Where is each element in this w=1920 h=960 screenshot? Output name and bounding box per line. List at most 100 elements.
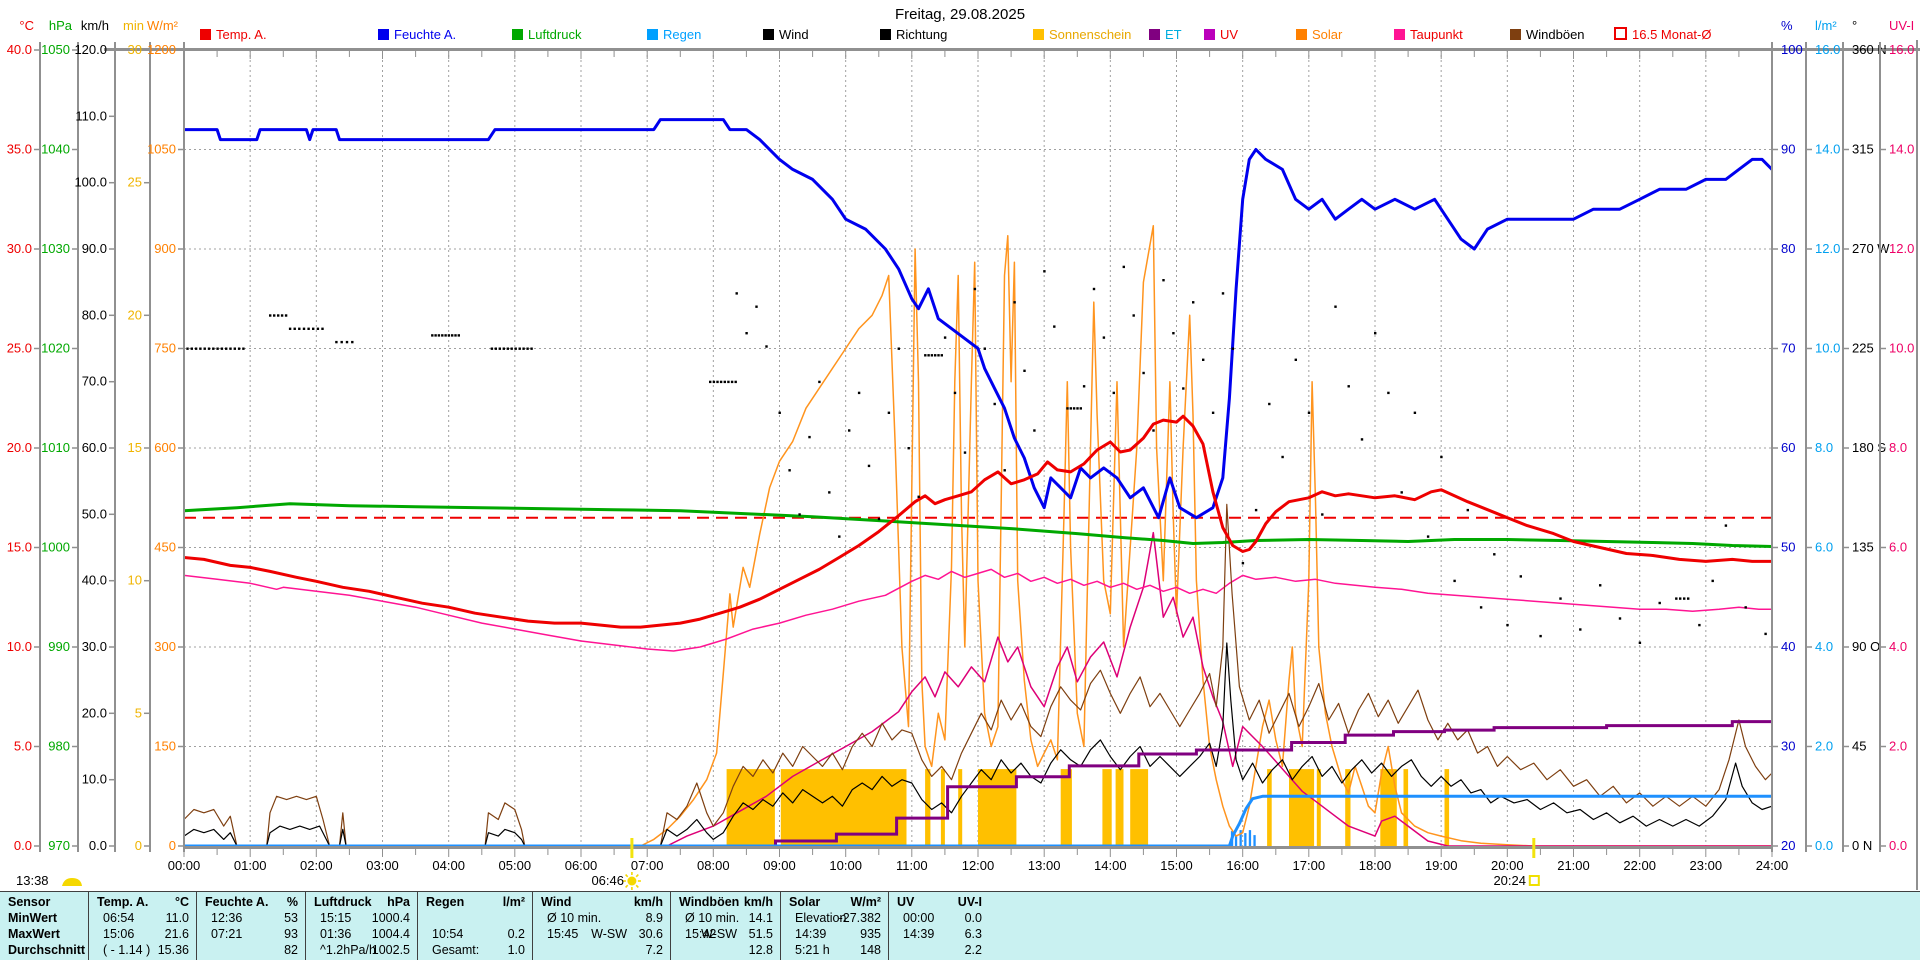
series-et	[184, 720, 1772, 848]
table-cell: 15:45	[547, 927, 579, 941]
table-column: Wind km/h Ø 10 min. 8.9 15:45 W-SW 30.6 7.2	[532, 892, 671, 960]
svg-text:90: 90	[1781, 142, 1795, 157]
axis-title: UV-I	[1889, 18, 1914, 33]
legend-label: Wind	[779, 27, 809, 42]
svg-text:0 N: 0 N	[1852, 838, 1872, 853]
time-label: 07:00	[631, 858, 664, 873]
svg-text:20: 20	[1781, 838, 1795, 853]
time-label: 00:00	[168, 858, 201, 873]
svg-text:0.0: 0.0	[14, 838, 32, 853]
table-column: Solar W/m² Elevation -27.382 14:39 935 5:21 h…	[780, 892, 889, 960]
legend-label: 16.5 Monat-Ø	[1632, 27, 1712, 42]
time-label: 13:00	[1028, 858, 1061, 873]
svg-text:60.0: 60.0	[82, 440, 107, 455]
legend-swatch-icon	[880, 29, 891, 40]
legend-item: Sonnenschein	[1033, 27, 1131, 42]
svg-text:15.0: 15.0	[7, 540, 32, 555]
time-label: 09:00	[763, 858, 796, 873]
legend-item: UV	[1204, 27, 1239, 42]
svg-text:30: 30	[1781, 739, 1795, 754]
table-col-header: Feuchte A.	[205, 895, 269, 909]
legend-label: Temp. A.	[216, 27, 267, 42]
table-cell: 14:39	[903, 927, 935, 941]
svg-text:135: 135	[1852, 540, 1874, 555]
table-cell: 5:21 h	[795, 943, 830, 957]
table-col-unit: UV-I	[957, 895, 982, 909]
time-label: 01:00	[234, 858, 267, 873]
svg-text:30.0: 30.0	[7, 241, 32, 256]
svg-text:70.0: 70.0	[82, 374, 107, 389]
time-label: 05:00	[499, 858, 532, 873]
svg-text:5: 5	[135, 705, 142, 720]
table-cell: 148	[860, 943, 881, 957]
table-row-label: Durchschnitt	[8, 943, 86, 957]
svg-text:1050: 1050	[41, 42, 70, 57]
svg-text:0.0: 0.0	[1889, 838, 1907, 853]
time-label: 17:00	[1293, 858, 1326, 873]
svg-text:1050: 1050	[147, 142, 176, 157]
svg-text:1030: 1030	[41, 241, 70, 256]
axis-hPa: 1050 1040 1030 1020 1010 1000 990 980 970 hPa	[41, 18, 79, 853]
legend-label: ET	[1165, 27, 1182, 42]
svg-text:80: 80	[1781, 241, 1795, 256]
time-label: 02:00	[300, 858, 333, 873]
series-solar	[640, 225, 1772, 847]
svg-text:20.0: 20.0	[82, 705, 107, 720]
table-cell: 53	[284, 911, 298, 925]
legend-label: UV	[1220, 27, 1239, 42]
svg-text:10.0: 10.0	[1889, 341, 1914, 356]
svg-text:225: 225	[1852, 341, 1874, 356]
svg-text:12.0: 12.0	[1815, 241, 1840, 256]
table-row-label: MaxWert	[8, 927, 60, 941]
table-col-unit: W/m²	[850, 895, 881, 909]
table-cell: 1004.4	[371, 927, 410, 941]
legend-item: Luftdruck	[512, 27, 581, 42]
svg-text:360 N: 360 N	[1852, 42, 1887, 57]
table-cell: 8.9	[645, 911, 663, 925]
legend-swatch-icon	[1614, 27, 1627, 40]
svg-text:970: 970	[48, 838, 70, 853]
axis-title: °	[1852, 18, 1857, 33]
axis-min: 30 25 20 15 10 5 0 min	[123, 18, 151, 853]
table-cell: 15:06	[103, 927, 135, 941]
table-column: UV UV-I 00:00 0.0 14:39 6.3 2.2	[888, 892, 990, 960]
table-col-header: Solar	[789, 895, 821, 909]
table-cell: 11.0	[165, 911, 189, 925]
table-cell: ^1.2hPa/h	[320, 943, 376, 957]
svg-text:1000: 1000	[41, 540, 70, 555]
table-col-header: Luftdruck	[314, 895, 372, 909]
table-column: Regen l/m² 10:54 0.2 Gesamt: 1.0	[417, 892, 533, 960]
legend-item: Feuchte A.	[378, 27, 456, 42]
svg-text:100.0: 100.0	[74, 175, 107, 190]
time-label: 21:00	[1557, 858, 1590, 873]
svg-text:0: 0	[135, 838, 142, 853]
svg-text:15: 15	[128, 440, 142, 455]
legend-item: Taupunkt	[1394, 27, 1463, 42]
series-taupunkt	[183, 568, 1772, 652]
time-label: 16:00	[1226, 858, 1259, 873]
svg-text:750: 750	[154, 341, 176, 356]
axis-pct: 100 90 80 70 60 50 40 30 20%	[1771, 18, 1803, 853]
svg-text:16.0: 16.0	[1815, 42, 1840, 57]
table-col-unit: hPa	[387, 895, 410, 909]
table-cell: 93	[284, 927, 298, 941]
table-cell: 15:15	[320, 911, 352, 925]
legend-label: Regen	[663, 27, 702, 42]
table-cell: 00:00	[903, 911, 935, 925]
table-cell: 10:54	[432, 927, 464, 941]
series-temp-a-	[183, 414, 1772, 629]
axis-title: %	[1781, 18, 1793, 33]
table-cell: W-SW	[591, 927, 627, 941]
svg-text:1020: 1020	[41, 341, 70, 356]
table-cell: Ø 10 min.	[685, 911, 740, 925]
clock-time: 13:38	[16, 873, 49, 888]
time-label: 15:00	[1160, 858, 1193, 873]
table-col-header: Windböen	[679, 895, 740, 909]
time-label: 22:00	[1623, 858, 1656, 873]
table-cell: 0.0	[964, 911, 982, 925]
table-cell: 12:36	[211, 911, 243, 925]
table-cell: 14:39	[795, 927, 827, 941]
axis-C: 40.0 35.0 30.0 25.0 20.0 15.0 10.0 5.0 0.0 °C	[7, 18, 41, 853]
legend-swatch-icon	[378, 29, 389, 40]
table-cell: 07:21	[211, 927, 243, 941]
